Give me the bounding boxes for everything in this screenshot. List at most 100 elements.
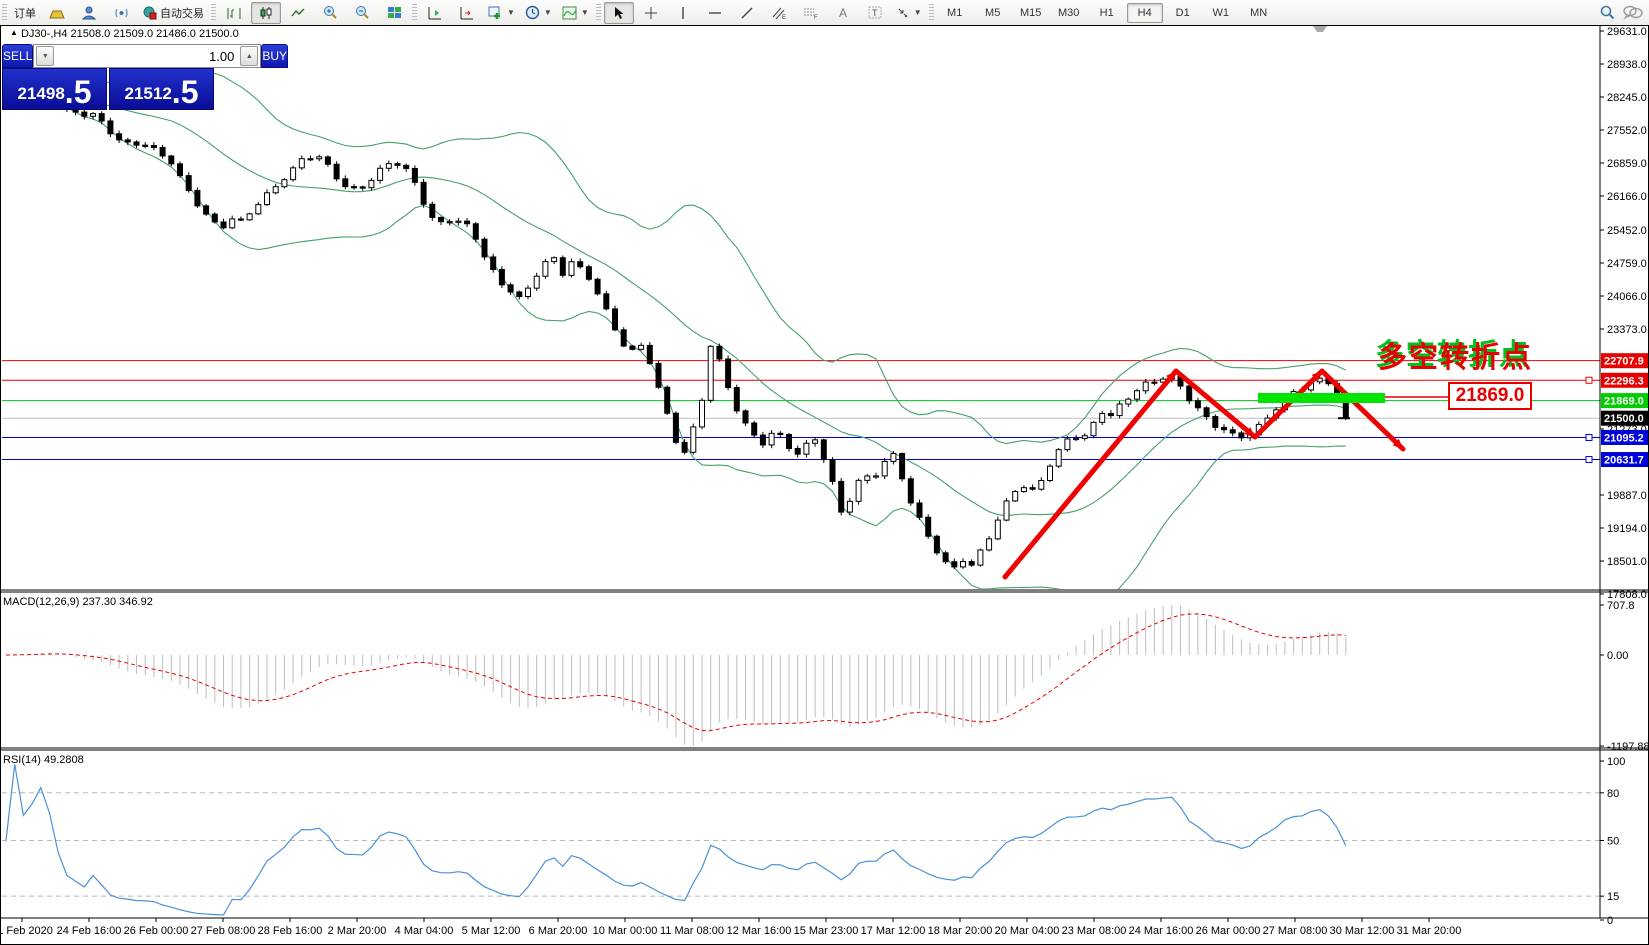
crosshair-icon	[644, 6, 657, 19]
arrows-button[interactable]: ▼	[892, 2, 926, 24]
candle-body	[820, 439, 827, 461]
hline-button[interactable]	[700, 2, 730, 24]
one-click-panel: SELL ▼ ▲ BUY 21498 .5 21512 .5	[2, 44, 289, 110]
candle-body	[794, 447, 801, 455]
tile-windows-button[interactable]	[379, 2, 409, 24]
sell-tab[interactable]: SELL	[2, 44, 34, 68]
candle-body	[1142, 381, 1149, 392]
svg-text:21869.0: 21869.0	[1604, 396, 1644, 408]
periods-button[interactable]: ▼	[521, 2, 556, 24]
vertical-line-icon	[682, 6, 684, 19]
candle-body	[1125, 398, 1132, 405]
volume-decrease-button[interactable]: ▼	[36, 46, 55, 66]
candlestick-button[interactable]	[251, 1, 281, 24]
label-button[interactable]: T	[860, 2, 890, 24]
new-chart-icon	[488, 6, 500, 19]
candle-body	[490, 256, 497, 270]
candle-body	[968, 561, 975, 566]
vline-button[interactable]	[668, 2, 698, 24]
search-icon[interactable]	[1600, 5, 1615, 20]
candle-body	[368, 179, 375, 189]
price-tag	[1601, 353, 1648, 369]
svg-text:27552.0: 27552.0	[1607, 125, 1647, 137]
crosshair-button[interactable]	[636, 2, 666, 24]
svg-text:27 Feb 08:00: 27 Feb 08:00	[191, 925, 256, 937]
candle-body	[211, 213, 218, 223]
candle-body	[551, 257, 558, 263]
candle-body	[342, 178, 349, 188]
turning-point-annotation[interactable]: 多空转折点	[1378, 342, 1534, 374]
candle-body	[1047, 465, 1053, 481]
trendline-button[interactable]	[732, 2, 762, 24]
zoom-out-button[interactable]	[347, 2, 377, 24]
chevron-down-icon: ▼	[913, 8, 922, 17]
timeframe-m1[interactable]: M1	[947, 6, 963, 19]
chat-icon[interactable]	[1623, 5, 1643, 20]
support-zone-bar[interactable]	[1258, 393, 1385, 403]
timeframe-m15[interactable]: M15	[1019, 6, 1042, 19]
line-chart-button[interactable]	[283, 2, 313, 24]
candle-body	[742, 410, 749, 424]
timeframe-w1[interactable]: W1	[1212, 6, 1229, 19]
sell-price-button[interactable]: 21498 .5	[2, 68, 107, 110]
indicators-button[interactable]: ▼	[558, 2, 593, 24]
timeframe-h4[interactable]: H4	[1126, 2, 1163, 23]
toolbar-grip[interactable]	[2, 3, 7, 22]
cursor-button[interactable]	[603, 1, 634, 24]
new-order-button[interactable]: 订单	[10, 2, 40, 24]
candle-body	[1020, 487, 1027, 493]
candle-body	[272, 186, 279, 194]
timeframe-group: M1 M5 M15 M30 H1 H4 D1 W1 MN	[936, 2, 1278, 23]
volume-input[interactable]	[56, 47, 239, 65]
price-level-annotation[interactable]: 21869.0	[1448, 382, 1532, 410]
volume-increase-button[interactable]: ▲	[240, 46, 259, 66]
channel-button[interactable]: E	[764, 2, 794, 24]
candle-body	[255, 204, 262, 215]
buy-tab[interactable]: BUY	[261, 44, 289, 68]
timeframe-d1[interactable]: D1	[1175, 6, 1190, 19]
toolbar-grip[interactable]	[595, 3, 601, 22]
candle-body	[124, 139, 131, 143]
timeframe-mn[interactable]: MN	[1250, 6, 1268, 19]
toolbar-grip[interactable]	[211, 3, 216, 22]
candle-body	[725, 358, 732, 389]
chevron-down-icon: ▼	[580, 8, 589, 17]
svg-text:0: 0	[1607, 915, 1613, 927]
profile-button[interactable]	[74, 2, 104, 24]
svg-text:24 Feb 16:00: 24 Feb 16:00	[57, 925, 122, 937]
signal-button[interactable]	[106, 2, 136, 24]
autoscroll-button[interactable]	[420, 2, 450, 24]
buy-price-button[interactable]: 21512 .5	[109, 68, 214, 110]
candle-body	[359, 186, 366, 189]
chart-shift-button[interactable]	[452, 2, 482, 24]
fibonacci-button[interactable]: F	[796, 2, 826, 24]
candle-body	[264, 192, 270, 206]
candle-body	[420, 181, 427, 205]
candle-body	[1073, 437, 1080, 441]
candle-body	[994, 519, 1001, 540]
candle-body	[1003, 500, 1010, 521]
market-watch-button[interactable]	[42, 2, 72, 24]
candle-body	[568, 261, 575, 276]
person-icon	[82, 6, 96, 19]
candle-body	[829, 459, 836, 482]
timeframe-h1[interactable]: H1	[1099, 6, 1114, 19]
chart-shift-marker[interactable]	[1313, 26, 1327, 32]
toolbar-grip[interactable]	[412, 3, 417, 22]
autotrade-button[interactable]: 自动交易	[138, 2, 208, 24]
zoom-in-button[interactable]	[315, 2, 345, 24]
candle-body	[377, 167, 384, 181]
text-button[interactable]: A	[828, 2, 858, 24]
trendline-icon	[741, 7, 753, 18]
candle-body	[81, 111, 88, 117]
bar-chart-button[interactable]	[219, 2, 249, 24]
autotrade-label: 自动交易	[160, 7, 204, 20]
timeframe-m30[interactable]: M30	[1057, 6, 1080, 19]
toolbar-grip[interactable]	[928, 3, 934, 22]
timeframe-m5[interactable]: M5	[985, 6, 1001, 19]
buy-price-pips: .5	[171, 74, 199, 110]
new-chart-button[interactable]: ▼	[484, 2, 519, 24]
candle-body	[203, 205, 210, 215]
candle-body	[446, 221, 453, 224]
